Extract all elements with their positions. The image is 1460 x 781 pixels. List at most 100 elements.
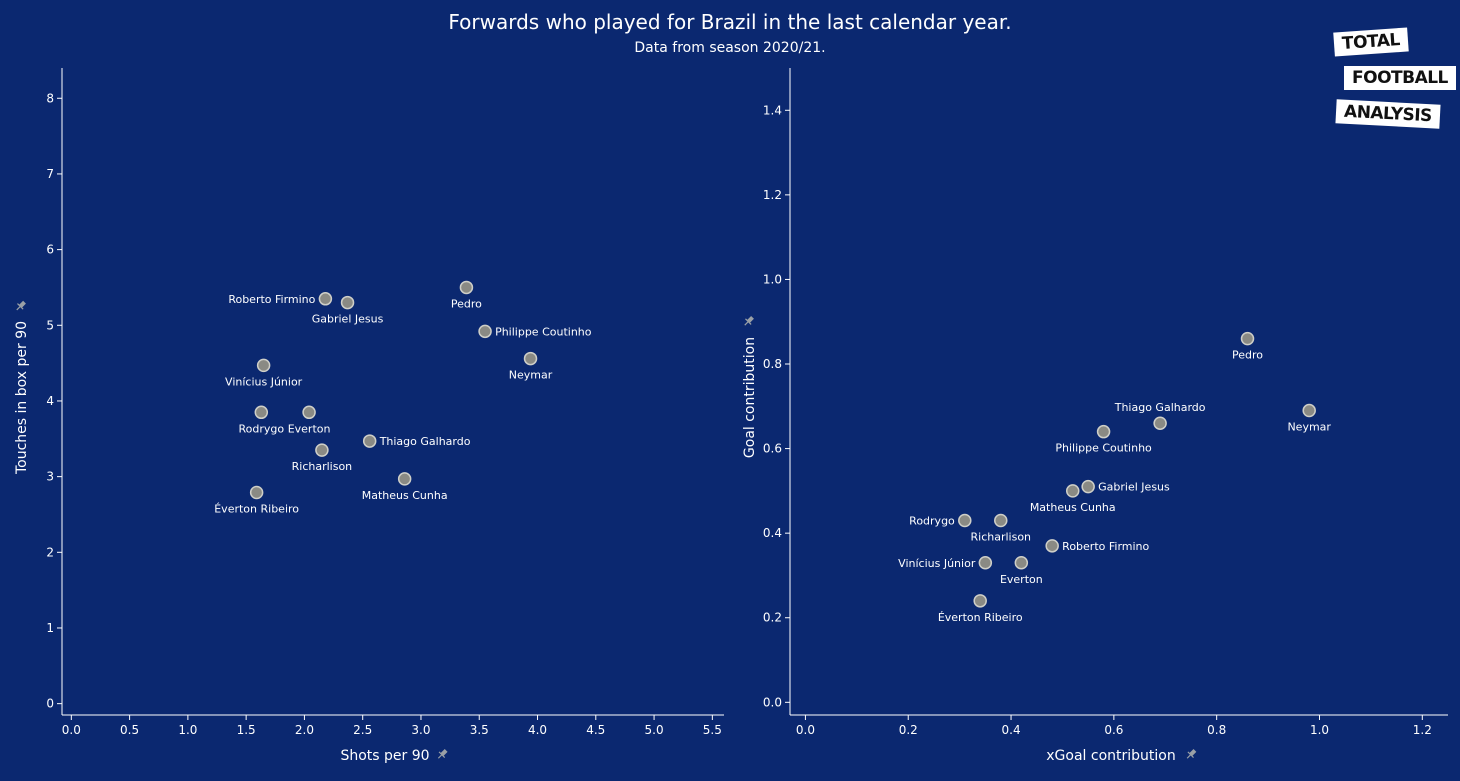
pin-icon-base [438, 751, 446, 758]
pin-icon-needle [1186, 754, 1192, 759]
y-axis-title: Goal contribution [742, 337, 758, 458]
x-tick-label: 1.0 [178, 723, 197, 737]
data-point[interactable] [1096, 424, 1111, 439]
data-label: Vinícius Júnior [898, 557, 976, 570]
x-tick-label: 4.0 [528, 723, 547, 737]
data-point[interactable] [254, 405, 269, 420]
x-axis-pin-icon [437, 749, 448, 759]
data-label: Matheus Cunha [362, 489, 448, 502]
data-point[interactable] [459, 280, 474, 295]
y-axis-pin-icon [744, 315, 754, 326]
data-point[interactable] [1081, 479, 1095, 494]
data-point[interactable] [256, 358, 271, 373]
data-label: Éverton Ribeiro [938, 611, 1023, 624]
y-axis-title: Touches in box per 90 [14, 321, 30, 475]
y-tick-label: 0 [46, 697, 54, 711]
x-tick-label: 2.0 [295, 723, 314, 737]
x-tick-label: 4.5 [586, 723, 605, 737]
data-label: Pedro [1232, 349, 1263, 362]
data-point[interactable] [1065, 484, 1080, 498]
data-label: Everton [1000, 573, 1043, 586]
x-tick-label: 0.8 [1207, 723, 1226, 737]
chart-subtitle: Data from season 2020/21. [634, 40, 826, 56]
y-tick-label: 7 [46, 167, 54, 181]
scatter-plot-xg-goals: 0.0 0.2 0.4 0.6 0.8 1.0 1.2 0.0 0.2 0.4 0.6 0.8 1.0 1… [742, 68, 1448, 764]
data-point[interactable] [973, 594, 987, 608]
data-label: Thiago Galhardo [1114, 401, 1206, 414]
x-tick-label: 0.4 [1002, 723, 1021, 737]
data-point[interactable] [362, 434, 377, 448]
x-tick-label: 5.0 [645, 723, 664, 737]
data-label: Richarlison [971, 530, 1032, 543]
pin-icon-base [17, 303, 24, 310]
data-label: Éverton Ribeiro [214, 503, 299, 516]
data-label: Roberto Firmino [228, 293, 315, 306]
data-point[interactable] [1240, 331, 1255, 346]
x-tick-label: 0.5 [120, 723, 139, 737]
y-tick-label: 0.0 [763, 695, 782, 709]
data-point[interactable] [1153, 416, 1167, 430]
data-point[interactable] [1302, 403, 1316, 418]
pin-icon-needle [16, 305, 21, 311]
data-label: Neymar [509, 369, 553, 382]
data-label: Matheus Cunha [1030, 501, 1116, 514]
y-axis-pin-icon [16, 300, 26, 311]
y-tick-label: 3 [46, 470, 54, 484]
data-label: Neymar [1287, 421, 1331, 434]
data-label: Rodrygo [909, 514, 955, 527]
x-tick-label: 0.0 [62, 723, 81, 737]
y-tick-label: 0.2 [763, 611, 782, 625]
data-label: Philippe Coutinho [495, 325, 592, 338]
data-point[interactable] [318, 292, 333, 306]
y-tick-label: 5 [46, 318, 54, 332]
data-point[interactable] [249, 485, 264, 500]
x-axis-title: xGoal contribution [1046, 748, 1175, 764]
y-tick-label: 6 [46, 243, 54, 257]
data-point[interactable] [978, 556, 993, 570]
data-label: Everton [288, 422, 331, 435]
x-tick-label: 1.0 [1310, 723, 1329, 737]
data-point[interactable] [478, 324, 492, 339]
chart-title: Forwards who played for Brazil in the la… [448, 10, 1012, 34]
x-tick-label: 3.5 [470, 723, 489, 737]
logo-word-football: FOOTBALL [1344, 66, 1456, 90]
data-point[interactable] [1045, 539, 1059, 553]
y-tick-label: 8 [46, 91, 54, 105]
data-point[interactable] [302, 405, 316, 420]
data-point[interactable] [315, 443, 329, 457]
data-point[interactable] [1014, 556, 1029, 570]
data-label: Roberto Firmino [1062, 540, 1149, 553]
scatter-plot-shots-touches: 0.0 0.5 1.0 1.5 2.0 2.5 3.0 3.5 4.0 4.5 5.0 5.5 0 1 2 3… [14, 68, 724, 764]
y-tick-label: 1.0 [763, 272, 782, 286]
x-axis-title: Shots per 90 [340, 748, 429, 764]
pin-icon-needle [437, 754, 443, 759]
x-tick-label: 0.2 [899, 723, 918, 737]
x-axis-pin-icon [1186, 749, 1197, 759]
data-label: Vinícius Júnior [225, 375, 303, 388]
x-tick-label: 0.0 [796, 723, 815, 737]
data-point[interactable] [958, 513, 972, 528]
y-tick-label: 1.4 [763, 103, 782, 117]
y-tick-label: 4 [46, 394, 54, 408]
y-tick-label: 0.4 [763, 526, 782, 540]
pin-icon-base [1187, 751, 1194, 758]
y-tick-label: 1.2 [763, 188, 782, 202]
y-tick-label: 2 [46, 545, 54, 559]
data-point[interactable] [340, 295, 355, 310]
logo-word-total: TOTAL [1333, 27, 1409, 57]
data-point[interactable] [523, 351, 538, 366]
x-tick-label: 5.5 [703, 723, 722, 737]
pin-icon-base [745, 318, 752, 325]
y-tick-label: 0.6 [763, 442, 782, 456]
data-label: Thiago Galhardo [379, 435, 471, 448]
x-tick-label: 1.5 [237, 723, 256, 737]
x-tick-label: 1.2 [1413, 723, 1432, 737]
data-point[interactable] [397, 472, 412, 486]
data-label: Philippe Coutinho [1055, 442, 1152, 455]
data-point[interactable] [994, 513, 1008, 528]
x-tick-label: 0.6 [1104, 723, 1123, 737]
data-label: Gabriel Jesus [1098, 481, 1170, 494]
y-tick-label: 0.8 [763, 357, 782, 371]
data-label: Gabriel Jesus [312, 313, 384, 326]
